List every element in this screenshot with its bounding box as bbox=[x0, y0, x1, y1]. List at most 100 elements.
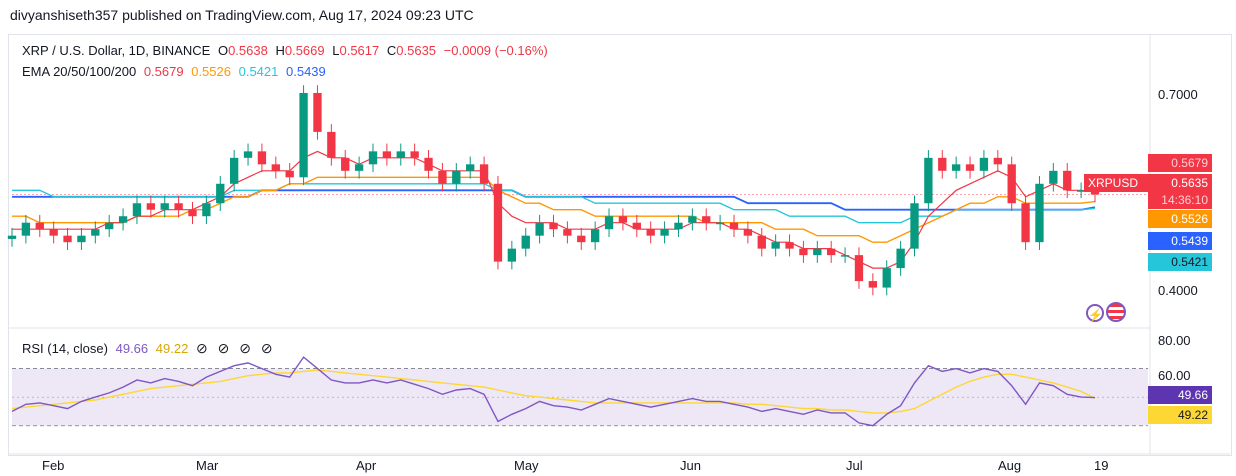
candle-body bbox=[799, 248, 808, 256]
candle-body bbox=[410, 151, 419, 158]
rsi-value: 49.66 bbox=[115, 341, 149, 356]
candle-body bbox=[1007, 164, 1016, 204]
candle-body bbox=[882, 268, 891, 288]
rsi-title[interactable]: RSI (14, close) bbox=[22, 341, 108, 356]
x-label-jul: Jul bbox=[846, 458, 863, 473]
candle-body bbox=[674, 222, 683, 230]
candle-body bbox=[21, 222, 31, 236]
candle-body bbox=[702, 216, 711, 223]
candle-body bbox=[77, 235, 86, 243]
ema50-value: 0.5526 bbox=[191, 64, 231, 79]
candle-body bbox=[1076, 190, 1086, 192]
symbol-title[interactable]: XRP / U.S. Dollar, 1D, BINANCE bbox=[22, 43, 211, 58]
low-value: 0.5617 bbox=[339, 43, 380, 58]
published-caption: divyanshiseth357 published on TradingVie… bbox=[10, 7, 474, 23]
ema200-price-tag: 0.5439 bbox=[1148, 232, 1212, 250]
candle-body bbox=[257, 151, 267, 165]
last-price-tag: 0.5635 bbox=[1148, 174, 1212, 192]
x-label-feb: Feb bbox=[42, 458, 65, 473]
candle-body bbox=[466, 164, 475, 171]
lightning-icon[interactable]: ⚡ bbox=[1086, 304, 1104, 322]
rsi-ma-line bbox=[11, 369, 1096, 414]
us-flag-icon[interactable] bbox=[1106, 302, 1126, 322]
open-label: O bbox=[217, 43, 229, 58]
candle-body bbox=[813, 248, 822, 256]
candle-body bbox=[618, 216, 628, 223]
candle-body bbox=[771, 242, 780, 249]
candle-body bbox=[132, 203, 142, 217]
candle-body bbox=[757, 235, 766, 249]
candle-body bbox=[105, 222, 114, 230]
candle-body bbox=[313, 92, 322, 132]
candle-body bbox=[604, 216, 614, 230]
x-label-apr: Apr bbox=[356, 458, 377, 473]
candle-body bbox=[229, 157, 239, 184]
candle-body bbox=[521, 235, 530, 249]
candle-body bbox=[979, 157, 989, 171]
candle-body bbox=[632, 222, 641, 230]
high-value: 0.5669 bbox=[284, 43, 325, 58]
candle-body bbox=[438, 170, 447, 184]
hidden-values-icon[interactable]: ⊘ ⊘ ⊘ ⊘ bbox=[195, 340, 276, 356]
x-label-mar: Mar bbox=[196, 458, 219, 473]
candle-body bbox=[715, 222, 725, 225]
candle-body bbox=[951, 164, 961, 171]
x-label-may: May bbox=[514, 458, 539, 473]
candle-body bbox=[1049, 170, 1058, 184]
low-label: L bbox=[332, 43, 340, 58]
x-label-19: 19 bbox=[1094, 458, 1109, 473]
rsi-line bbox=[11, 356, 1096, 427]
price-tick-0700: 0.7000 bbox=[1158, 87, 1198, 102]
x-label-aug: Aug bbox=[998, 458, 1022, 473]
candle-body bbox=[660, 229, 669, 236]
candle-body bbox=[91, 229, 100, 236]
candle-body bbox=[396, 151, 405, 158]
candle-body bbox=[285, 170, 294, 178]
candle-body bbox=[563, 229, 572, 236]
close-label: C bbox=[386, 43, 397, 58]
candle-body bbox=[382, 151, 392, 158]
ema-legend: EMA 20/50/100/200 0.5679 0.5526 0.5421 0… bbox=[22, 64, 330, 79]
candle-body bbox=[590, 229, 600, 243]
candle-body bbox=[827, 248, 836, 256]
rsi-legend: RSI (14, close) 49.66 49.22 ⊘ ⊘ ⊘ ⊘ bbox=[22, 340, 280, 357]
candle-body bbox=[1090, 190, 1100, 195]
price-tick-0400: 0.4000 bbox=[1158, 283, 1198, 298]
candle-body bbox=[188, 209, 197, 217]
candle-body bbox=[493, 183, 503, 262]
ema200-value: 0.5439 bbox=[286, 64, 326, 79]
candle-body bbox=[965, 164, 975, 171]
ema50-price-tag: 0.5526 bbox=[1148, 210, 1212, 228]
ohlc-legend: XRP / U.S. Dollar, 1D, BINANCE O0.5638 H… bbox=[22, 43, 552, 58]
candle-body bbox=[549, 222, 558, 230]
candle-body bbox=[160, 203, 169, 210]
candle-body bbox=[368, 151, 378, 165]
candle-body bbox=[118, 216, 128, 223]
candle-body bbox=[1035, 183, 1044, 243]
candle-body bbox=[854, 255, 864, 282]
rsi-ma-value: 49.22 bbox=[155, 341, 189, 356]
candle-body bbox=[924, 157, 933, 204]
candle-body bbox=[354, 164, 364, 171]
open-value: 0.5638 bbox=[228, 43, 268, 58]
candle-body bbox=[243, 151, 253, 158]
candle-body bbox=[577, 235, 586, 243]
candle-body bbox=[146, 203, 156, 210]
candle-body bbox=[646, 229, 655, 236]
candle-body bbox=[868, 281, 878, 288]
candle-body bbox=[910, 203, 919, 249]
candle-body bbox=[785, 242, 794, 249]
candle-body bbox=[271, 164, 280, 171]
candle-body bbox=[535, 222, 544, 236]
ema-title[interactable]: EMA 20/50/100/200 bbox=[22, 64, 137, 79]
candle-body bbox=[479, 164, 489, 184]
candle-body bbox=[35, 222, 44, 230]
rsi-tick-60: 60.00 bbox=[1158, 368, 1191, 383]
candle-body bbox=[993, 157, 1002, 165]
candle-body bbox=[49, 229, 58, 236]
ema100-price-tag: 0.5421 bbox=[1148, 253, 1212, 271]
candle-body bbox=[452, 170, 461, 184]
ema100-value: 0.5421 bbox=[238, 64, 279, 79]
candle-body bbox=[840, 255, 850, 257]
